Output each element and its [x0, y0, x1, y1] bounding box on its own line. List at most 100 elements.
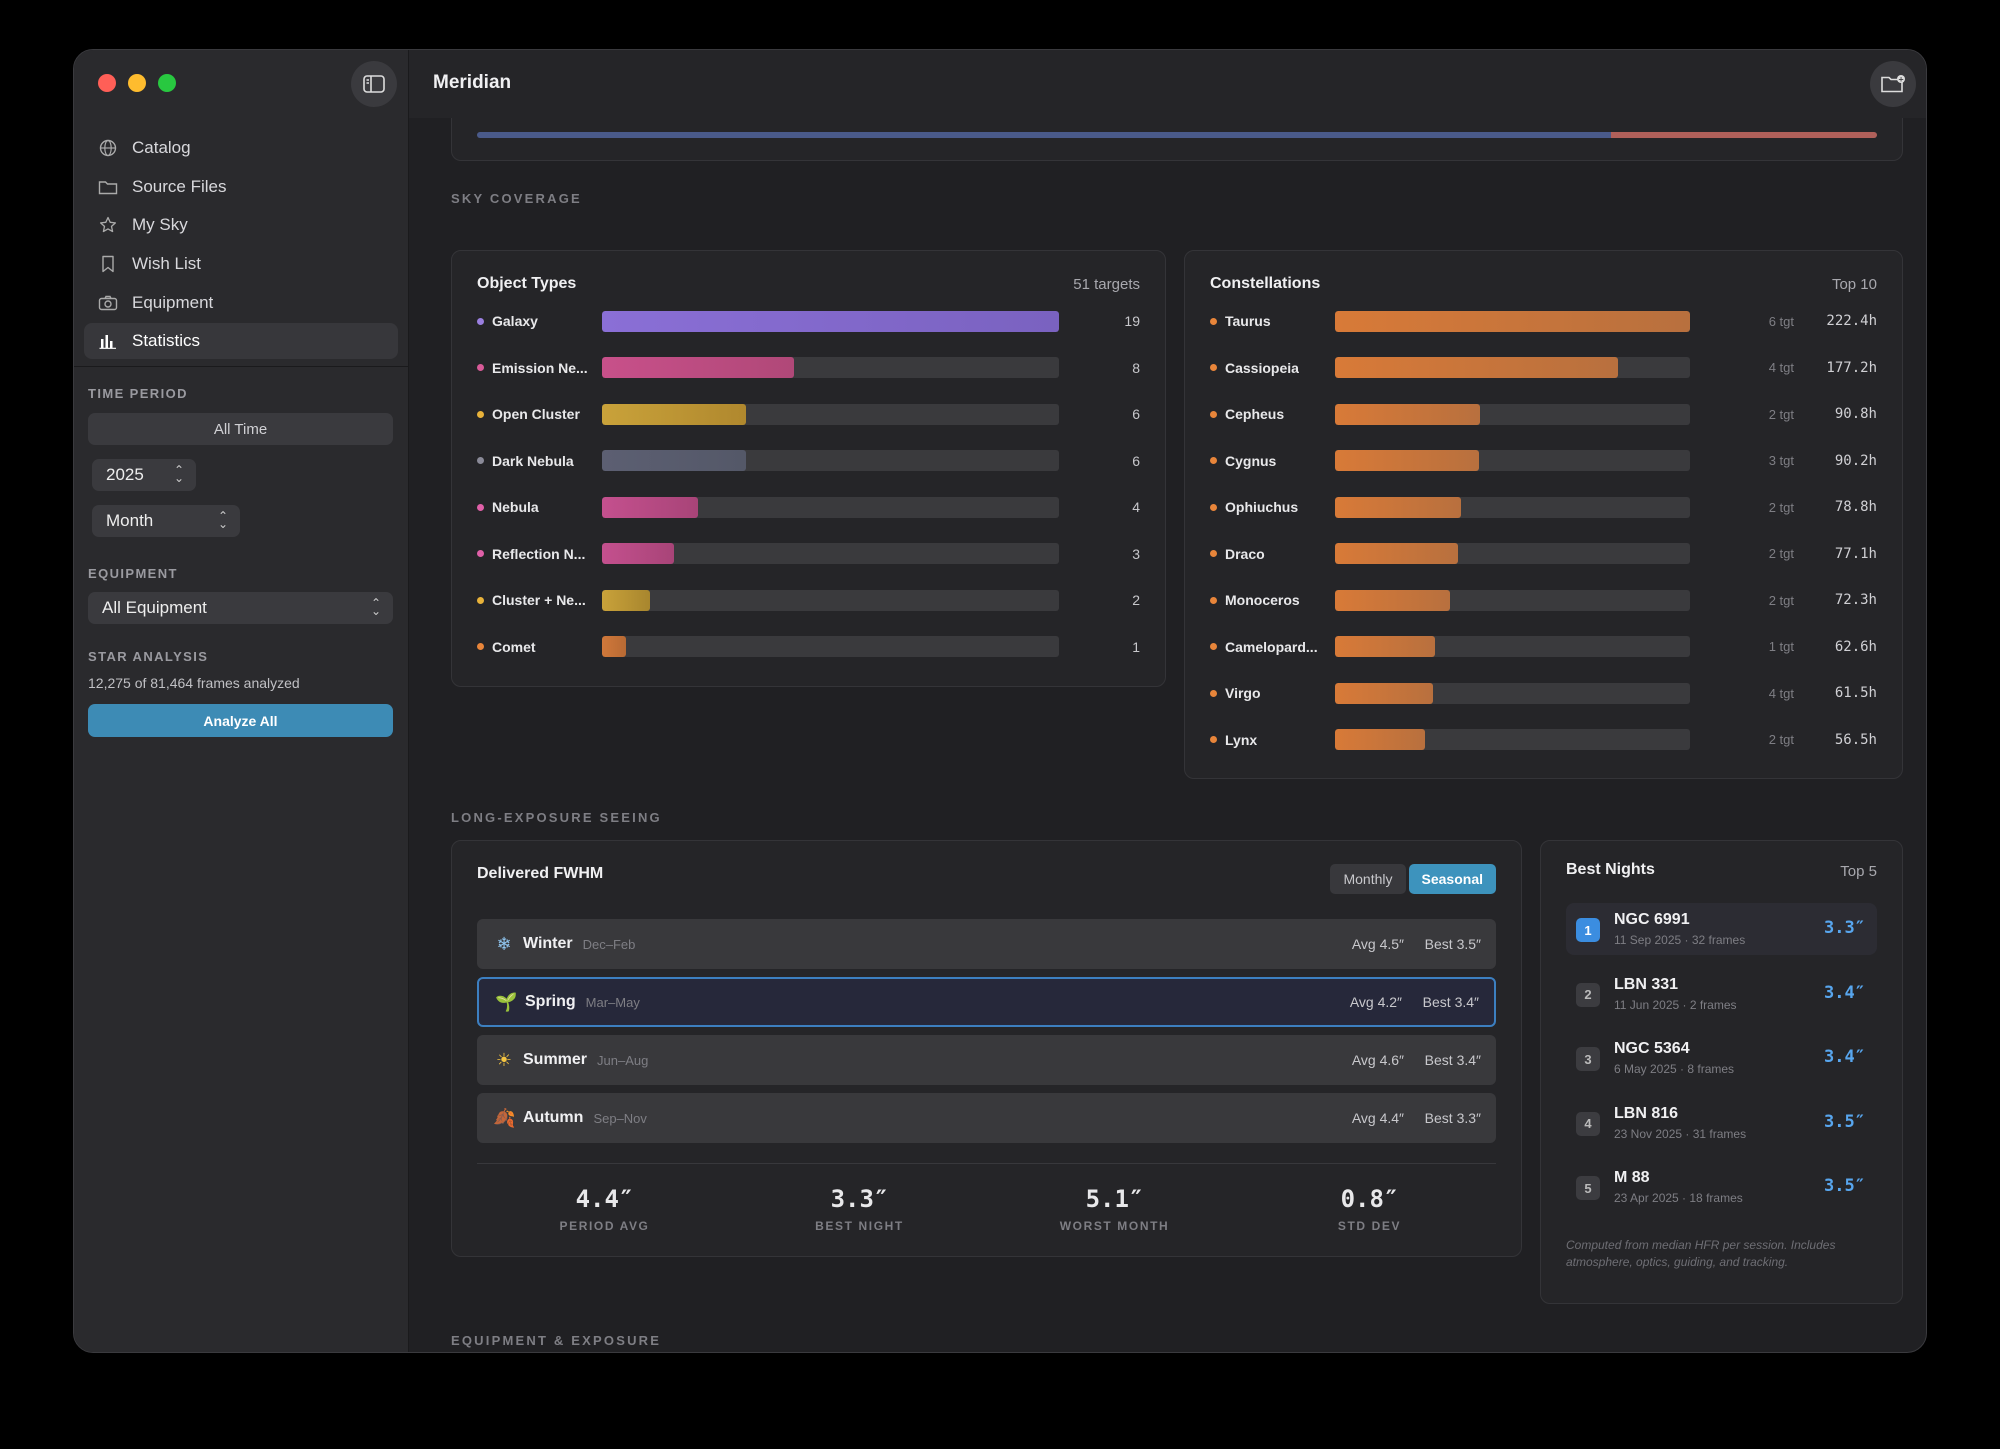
best-night-row[interactable]: 5 M 88 23 Apr 2025 · 18 frames 3.5″: [1566, 1161, 1877, 1213]
season-row-spring[interactable]: 🌱 Spring Mar–May Avg 4.2″ Best 3.4″: [477, 977, 1496, 1027]
object-types-count: 51 targets: [1073, 276, 1140, 293]
new-folder-button[interactable]: +: [1870, 61, 1916, 107]
legend-dot: [1210, 689, 1217, 697]
sidebar-item-equipment[interactable]: Equipment: [84, 285, 398, 321]
object-types-card: Object Types 51 targets Galaxy 19 Emission…: [451, 250, 1166, 687]
object-type-bar-track: [602, 357, 1059, 378]
granularity-select[interactable]: Month ⌃ ⌄: [92, 505, 240, 537]
zoom-window-button[interactable]: [158, 74, 176, 92]
object-type-row[interactable]: Comet 1: [477, 635, 1140, 659]
equipment-select-value: All Equipment: [102, 598, 207, 617]
best-night-details: 23 Nov 2025 · 31 frames: [1614, 1126, 1747, 1141]
object-type-bar-track: [602, 403, 1059, 425]
season-best: Best 3.3″: [1424, 1110, 1481, 1126]
legend-dot: [1210, 596, 1217, 604]
sidebar-item-my-sky[interactable]: My Sky: [84, 207, 398, 243]
year-select-value: 2025: [106, 465, 144, 484]
best-night-row[interactable]: 2 LBN 331 11 Jun 2025 · 2 frames 3.4″: [1566, 968, 1877, 1020]
object-type-row[interactable]: Reflection N... 3: [477, 542, 1140, 566]
constellation-bar: [1335, 496, 1461, 518]
constellation-row[interactable]: Taurus 6 tgt 222.4h: [1210, 309, 1877, 333]
constellation-row[interactable]: Draco 2 tgt 77.1h: [1210, 542, 1877, 566]
constellation-row[interactable]: Lynx 2 tgt 56.5h: [1210, 728, 1877, 752]
bar-chart-icon: [98, 331, 118, 351]
sidebar-toggle-button[interactable]: [351, 61, 397, 107]
rank-badge: 1: [1576, 918, 1600, 942]
constellation-row[interactable]: Monoceros 2 tgt 72.3h: [1210, 588, 1877, 612]
sidebar-item-wish-list[interactable]: Wish List: [84, 246, 398, 282]
close-window-button[interactable]: [98, 74, 116, 92]
object-type-label: Open Cluster: [492, 406, 580, 422]
season-row-autumn[interactable]: 🍂 Autumn Sep–Nov Avg 4.4″ Best 3.3″: [477, 1093, 1496, 1143]
constellation-bar-track: [1335, 310, 1690, 332]
object-type-bar: [602, 496, 699, 518]
sidebar-item-statistics[interactable]: Statistics: [84, 323, 398, 360]
minimize-window-button[interactable]: [128, 74, 146, 92]
sidebar-item-label: Equipment: [132, 292, 214, 312]
snowflake-icon: ❄: [496, 933, 512, 954]
constellation-row[interactable]: Camelopard... 1 tgt 62.6h: [1210, 635, 1877, 659]
monthly-toggle-button[interactable]: Monthly: [1330, 864, 1406, 894]
stat-value: 5.1″: [1085, 1185, 1144, 1213]
season-row-winter[interactable]: ❄ Winter Dec–Feb Avg 4.5″ Best 3.5″: [477, 919, 1496, 969]
stat-value: 0.8″: [1340, 1185, 1399, 1213]
star-analysis-summary: 12,275 of 81,464 frames analyzed: [88, 675, 300, 691]
season-row-summer[interactable]: ☀ Summer Jun–Aug Avg 4.6″ Best 3.4″: [477, 1035, 1496, 1085]
sidebar: Catalog Source Files My Sky Wish List Eq…: [74, 50, 409, 1352]
legend-dot: [477, 550, 484, 557]
sidebar-item-label: Catalog: [132, 138, 191, 157]
sidebar-item-catalog[interactable]: Catalog: [84, 130, 398, 166]
object-type-bar-track: [602, 636, 1059, 657]
best-night-row[interactable]: 4 LBN 816 23 Nov 2025 · 31 frames 3.5″: [1566, 1097, 1877, 1149]
object-type-count: 1: [1132, 638, 1140, 655]
object-type-row[interactable]: Nebula 4: [477, 495, 1140, 519]
sidebar-nav: Catalog Source Files My Sky Wish List Eq…: [84, 130, 398, 362]
constellation-row[interactable]: Cepheus 2 tgt 90.8h: [1210, 402, 1877, 426]
object-type-label: Nebula: [492, 499, 539, 515]
constellation-bar: [1335, 543, 1459, 564]
main-content: Meridian + SKY COVERAGE Object Types 51 …: [409, 50, 1926, 1352]
object-type-row[interactable]: Open Cluster 6: [477, 402, 1140, 426]
sidebar-item-source-files[interactable]: Source Files: [84, 169, 398, 205]
app-window: Catalog Source Files My Sky Wish List Eq…: [73, 49, 1927, 1353]
constellation-target-count: 6 tgt: [1768, 313, 1794, 329]
object-type-row[interactable]: Galaxy 19: [477, 309, 1140, 333]
constellation-label: Cygnus: [1225, 452, 1277, 469]
object-type-row[interactable]: Emission Ne... 8: [477, 356, 1140, 380]
constellation-row[interactable]: Virgo 4 tgt 61.5h: [1210, 681, 1877, 705]
object-type-bar: [602, 543, 675, 564]
equipment-select[interactable]: All Equipment ⌃ ⌄: [88, 592, 393, 624]
legend-dot: [1210, 736, 1217, 743]
folder-badge-icon: +: [1881, 75, 1905, 93]
constellation-row[interactable]: Cassiopeia 4 tgt 177.2h: [1210, 356, 1877, 380]
object-type-row[interactable]: Dark Nebula 6: [477, 449, 1140, 473]
star-icon: [98, 215, 118, 235]
best-night-row[interactable]: 3 NGC 5364 6 May 2025 · 8 frames 3.4″: [1566, 1032, 1877, 1084]
all-time-button[interactable]: All Time: [88, 413, 393, 445]
best-night-details: 23 Apr 2025 · 18 frames: [1614, 1191, 1743, 1205]
constellation-bar-track: [1335, 403, 1690, 425]
granularity-select-value: Month: [106, 511, 154, 530]
constellation-target-count: 4 tgt: [1768, 360, 1794, 375]
constellation-row[interactable]: Cygnus 3 tgt 90.2h: [1210, 449, 1877, 473]
constellation-hours: 78.8h: [1834, 499, 1877, 515]
constellation-bar: [1335, 729, 1426, 750]
constellation-row[interactable]: Ophiuchus 2 tgt 78.8h: [1210, 495, 1877, 519]
year-select[interactable]: 2025 ⌃ ⌄: [92, 459, 196, 491]
rank-badge: 4: [1576, 1111, 1600, 1136]
legend-dot: [477, 364, 484, 371]
constellation-bar: [1335, 450, 1479, 471]
stat-label: STD DEV: [1337, 1219, 1402, 1233]
analyze-all-button[interactable]: Analyze All: [88, 704, 393, 737]
legend-dot: [1210, 410, 1217, 418]
legend-dot: [477, 457, 484, 464]
best-night-fwhm: 3.5″: [1824, 1111, 1865, 1132]
season-best: Best 3.4″: [1424, 1052, 1481, 1068]
seasonal-toggle-button[interactable]: Seasonal: [1408, 864, 1496, 894]
legend-dot: [1210, 364, 1217, 371]
object-type-row[interactable]: Cluster + Ne... 2: [477, 588, 1140, 612]
best-night-row[interactable]: 1 NGC 6991 11 Sep 2025 · 32 frames 3.3″: [1566, 903, 1877, 955]
season-name: Winter: [523, 935, 573, 952]
constellation-label: Monoceros: [1225, 592, 1300, 608]
season-range: Sep–Nov: [593, 1110, 647, 1126]
